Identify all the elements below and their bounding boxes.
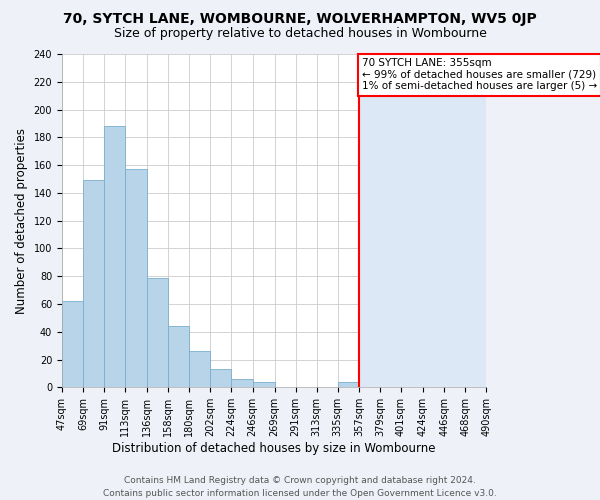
Text: Size of property relative to detached houses in Wombourne: Size of property relative to detached ho… — [113, 28, 487, 40]
Y-axis label: Number of detached properties: Number of detached properties — [15, 128, 28, 314]
Bar — [147, 278, 168, 388]
X-axis label: Distribution of detached houses by size in Wombourne: Distribution of detached houses by size … — [112, 442, 436, 455]
Bar — [359, 54, 486, 388]
Bar — [168, 326, 189, 388]
Bar — [62, 301, 83, 388]
Bar — [189, 351, 211, 388]
Bar — [211, 370, 232, 388]
Bar — [104, 126, 125, 388]
Text: 70, SYTCH LANE, WOMBOURNE, WOLVERHAMPTON, WV5 0JP: 70, SYTCH LANE, WOMBOURNE, WOLVERHAMPTON… — [63, 12, 537, 26]
Bar — [125, 170, 147, 388]
Text: Contains HM Land Registry data © Crown copyright and database right 2024.
Contai: Contains HM Land Registry data © Crown c… — [103, 476, 497, 498]
Bar — [338, 382, 359, 388]
Bar — [83, 180, 104, 388]
Bar — [232, 379, 253, 388]
Bar — [253, 382, 275, 388]
Text: 70 SYTCH LANE: 355sqm
← 99% of detached houses are smaller (729)
1% of semi-deta: 70 SYTCH LANE: 355sqm ← 99% of detached … — [362, 58, 597, 92]
